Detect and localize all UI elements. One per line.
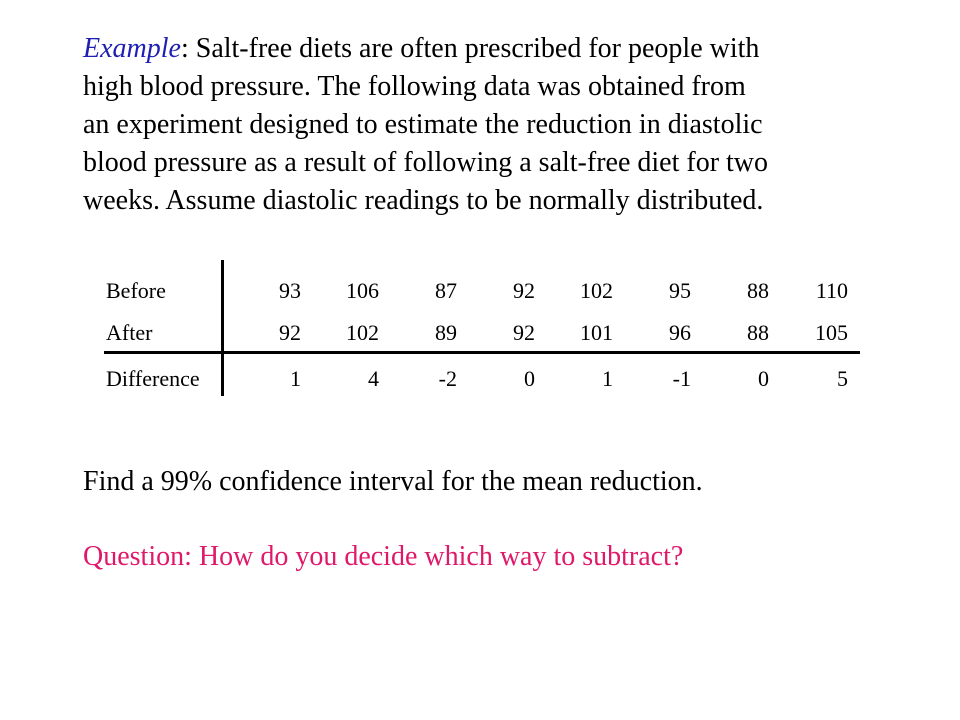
table-cell: 102 [346,320,379,345]
table-row-before: Before 93 106 87 92 102 95 88 110 [104,276,864,306]
table-row-after: After 92 102 89 92 101 96 88 105 [104,318,864,348]
table-row-difference: Difference 1 4 -2 0 1 -1 0 5 [104,364,864,394]
table-cell: 105 [815,320,848,345]
table-cell: 95 [669,278,691,303]
row-label: Difference [106,366,200,391]
row-label: Before [106,278,166,303]
intro-line-1: Example: Salt-free diets are often presc… [83,30,883,68]
table-cell: 87 [435,278,457,303]
table-cell: 93 [279,278,301,303]
table-cell: 88 [747,320,769,345]
intro-line-4: blood pressure as a result of following … [83,147,769,178]
table-cell: 92 [279,320,301,345]
table-cell: 4 [368,366,379,391]
table-cell: 1 [602,366,613,391]
intro-line-5: weeks. Assume diastolic readings to be n… [83,185,764,216]
question-text: Question: How do you decide which way to… [83,541,684,572]
table-cell: -1 [672,366,691,391]
table-cell: 92 [513,278,535,303]
table-cell: 96 [669,320,691,345]
find-instruction: Find a 99% confidence interval for the m… [83,466,703,497]
example-label: Example [83,33,181,64]
table-cell: 102 [580,278,613,303]
intro-line-3: an experiment designed to estimate the r… [83,109,763,140]
table-cell: 0 [524,366,535,391]
table-cell: 92 [513,320,535,345]
table-cell: 0 [758,366,769,391]
table-cell: -2 [438,366,457,391]
table-cell: 110 [815,278,848,303]
table-cell: 88 [747,278,769,303]
intro-line-2: high blood pressure. The following data … [83,71,746,102]
table-vertical-rule [221,260,224,396]
table-horizontal-rule [104,351,860,354]
intro-line-1-text: : Salt-free diets are often prescribed f… [180,33,760,64]
blood-pressure-table: Before 93 106 87 92 102 95 88 110 After … [104,260,864,396]
table-cell: 5 [837,366,848,391]
table-cell: 101 [580,320,613,345]
intro-paragraph: Example: Salt-free diets are often presc… [83,30,883,220]
table-cell: 1 [290,366,301,391]
row-label: After [106,320,153,345]
table-cell: 106 [346,278,379,303]
table-cell: 89 [435,320,457,345]
